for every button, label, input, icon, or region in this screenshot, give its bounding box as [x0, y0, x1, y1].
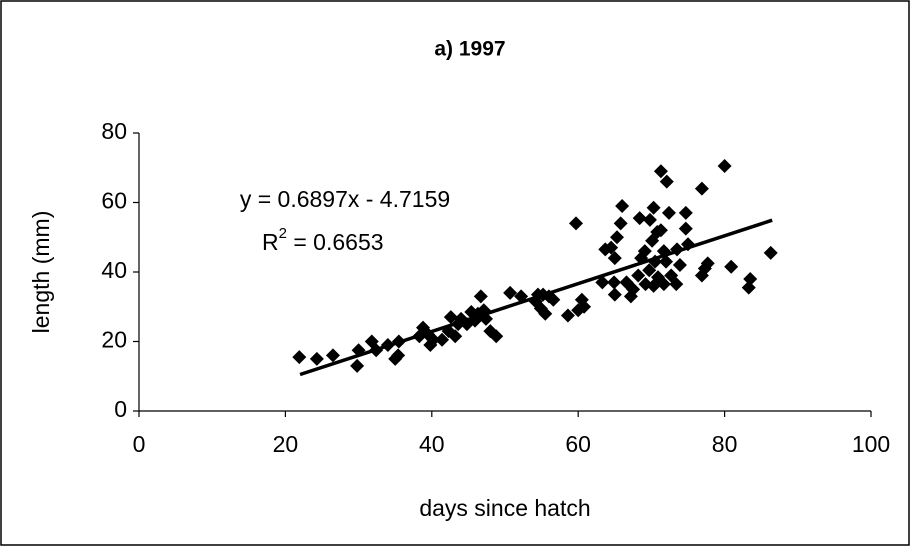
point [607, 251, 622, 266]
point [646, 200, 661, 215]
point [435, 332, 450, 347]
point [678, 221, 693, 236]
r-squared-r: R [262, 229, 279, 255]
x-tick-label: 20 [273, 431, 299, 457]
point [656, 277, 671, 292]
point [659, 174, 674, 189]
point [473, 289, 488, 304]
point [642, 263, 657, 278]
point [325, 348, 340, 363]
point [560, 308, 575, 323]
point [700, 256, 715, 271]
point [443, 310, 458, 325]
point [292, 350, 307, 365]
y-tick-label: 60 [101, 188, 127, 214]
point [717, 159, 732, 174]
point [577, 299, 592, 314]
point [763, 245, 778, 260]
point [659, 254, 674, 269]
x-tick-label: 0 [133, 431, 146, 457]
point [595, 275, 610, 290]
y-tick-label: 20 [101, 327, 127, 353]
point [642, 212, 657, 227]
point [724, 259, 739, 274]
y-tick-label: 40 [101, 257, 127, 283]
point [637, 244, 652, 259]
x-axis-label: days since hatch [419, 495, 590, 521]
point [309, 351, 324, 366]
point [546, 292, 561, 307]
chart-title: a) 1997 [434, 38, 505, 61]
x-tick-label: 40 [419, 431, 445, 457]
point [391, 348, 406, 363]
point [489, 329, 504, 344]
point [661, 205, 676, 220]
point [743, 271, 758, 286]
y-tick-label: 0 [114, 396, 127, 422]
point [653, 223, 668, 238]
trendline [299, 218, 773, 377]
point [653, 164, 668, 179]
point [678, 205, 693, 220]
point [669, 277, 684, 292]
point [607, 275, 622, 290]
point [694, 181, 709, 196]
point [626, 282, 641, 297]
y-axis-label: length (mm) [28, 211, 54, 334]
point [448, 329, 463, 344]
point [615, 198, 630, 213]
y-tick-label: 80 [101, 118, 127, 144]
point [613, 216, 628, 231]
r-squared-label: R2 = 0.6653 [262, 225, 384, 255]
r-squared-sup: 2 [279, 225, 287, 242]
point [741, 280, 756, 295]
r-squared-value: = 0.6653 [287, 229, 384, 255]
point [631, 268, 646, 283]
point [350, 358, 365, 373]
point [609, 230, 624, 245]
point [604, 240, 619, 255]
point [632, 211, 647, 226]
point [426, 332, 441, 347]
point [538, 306, 553, 321]
equation-label: y = 0.6897x - 4.7159 [240, 186, 450, 212]
point [569, 216, 584, 231]
point [503, 285, 518, 300]
point [672, 258, 687, 273]
x-tick-label: 60 [565, 431, 591, 457]
x-tick-label: 80 [712, 431, 738, 457]
point [607, 287, 622, 302]
x-tick-label: 100 [852, 431, 890, 457]
